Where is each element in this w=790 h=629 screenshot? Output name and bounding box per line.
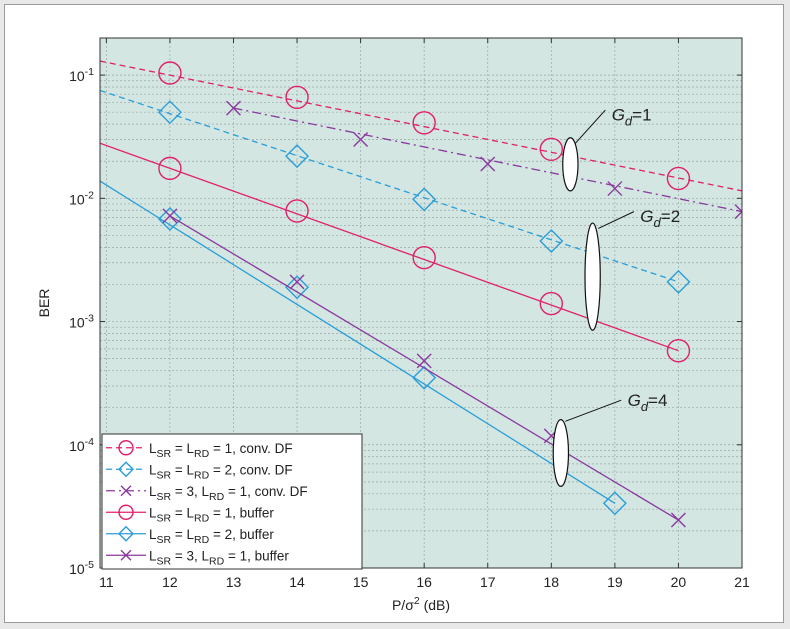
marker-circle: [285, 85, 309, 110]
annotation-gd: Gd=1: [562, 105, 652, 192]
x-tick-label: 17: [480, 574, 496, 590]
x-tick-label: 19: [607, 574, 623, 590]
marker-diamond: [118, 525, 134, 542]
x-tick-label: 18: [544, 574, 560, 590]
marker-x: [607, 181, 623, 197]
series-0: [100, 60, 742, 192]
marker-x: [120, 485, 132, 497]
legend-label: LSR = 3, LRD = 1, buffer: [149, 548, 289, 567]
marker-diamond: [539, 229, 564, 254]
legend: LSR = LRD = 1, conv. DF LSR = LRD = 2, co…: [101, 433, 363, 570]
marker-diamond: [285, 275, 310, 300]
x-tick-label: 13: [226, 574, 242, 590]
marker-circle: [412, 245, 436, 270]
series-1: [100, 89, 691, 294]
marker-circle: [412, 111, 436, 135]
y-tick-label: 10-3: [69, 313, 94, 331]
marker-x: [353, 132, 369, 148]
legend-entry: LSR = LRD = 1, buffer: [106, 504, 274, 524]
plot-border: [99, 37, 743, 569]
series-4: [100, 180, 627, 516]
series-line: [100, 180, 616, 504]
tick-marks: [100, 38, 743, 569]
marker-x: [734, 204, 742, 220]
series-line: [100, 89, 679, 283]
marker-x: [162, 208, 178, 224]
legend-box: [101, 433, 363, 570]
x-axis-title: P/σ2 (dB): [392, 595, 450, 613]
annotation-label: Gd=1: [612, 105, 652, 128]
annotation-ellipse: [552, 419, 570, 487]
x-tick-label: 11: [99, 574, 114, 590]
annotation-ellipse: [584, 222, 601, 331]
marker-diamond: [157, 100, 182, 125]
marker-diamond: [157, 206, 182, 231]
marker-circle: [285, 199, 309, 223]
annotation-label: Gd=4: [628, 391, 668, 414]
marker-circle: [158, 61, 182, 85]
marker-circle: [118, 504, 134, 520]
annotation-ellipse: [562, 137, 579, 192]
legend-entry: LSR = LRD = 1, conv. DF: [106, 440, 293, 460]
marker-x: [416, 353, 432, 369]
legend-label: LSR = LRD = 1, buffer: [149, 505, 274, 524]
y-tick-label: 10-1: [69, 66, 94, 84]
legend-entry: LSR = LRD = 2, buffer: [106, 525, 274, 546]
x-tick-label: 12: [162, 574, 178, 590]
annotation-leader: [598, 211, 635, 229]
marker-diamond: [666, 269, 691, 294]
series-3: [100, 142, 691, 363]
marker-diamond: [602, 491, 627, 516]
marker-circle: [539, 137, 564, 161]
series-line: [169, 215, 679, 521]
legend-entry: LSR = LRD = 2, conv. DF: [106, 461, 293, 481]
annotation-gd: Gd=2: [584, 207, 680, 331]
series-layer: [100, 60, 742, 528]
marker-circle: [666, 338, 691, 363]
marker-x: [670, 512, 686, 528]
marker-diamond: [118, 461, 134, 478]
annotation-leader: [575, 109, 606, 144]
series-line: [233, 107, 742, 213]
y-axis-title: BER: [36, 289, 52, 318]
figure-frame: 11 12 13 14 15 16 17 18 19 20 21 10-1 10-2 10-3 10-4 10…: [4, 4, 784, 623]
marker-x: [480, 156, 496, 172]
x-tick-label: 15: [353, 574, 369, 590]
series-2: [225, 100, 742, 220]
ber-chart: 11 12 13 14 15 16 17 18 19 20 21 10-1 10-2 10-3 10-4 10…: [36, 37, 750, 613]
marker-circle: [666, 166, 691, 191]
legend-entry: LSR = 3, LRD = 1, buffer: [106, 548, 289, 567]
legend-label: LSR = LRD = 2, buffer: [149, 527, 274, 546]
marker-circle: [158, 156, 182, 181]
y-tick-label: 10-4: [69, 436, 94, 454]
marker-diamond: [285, 144, 310, 169]
marker-diamond: [412, 365, 437, 390]
marker-x: [225, 100, 241, 116]
legend-label: LSR = LRD = 2, conv. DF: [149, 462, 293, 481]
annotation-gd: Gd=4: [552, 391, 668, 487]
marker-x: [120, 549, 132, 561]
marker-circle: [539, 291, 564, 316]
x-tick-label: 16: [416, 574, 432, 590]
annotation-leader: [565, 399, 622, 422]
series-line: [100, 60, 742, 192]
annotation-label: Gd=2: [640, 207, 680, 230]
y-tick-label: 10-5: [69, 559, 94, 577]
x-tick-label: 14: [289, 574, 305, 590]
y-tick-label: 10-2: [69, 189, 94, 207]
marker-circle: [118, 440, 134, 456]
series-5: [162, 208, 686, 528]
x-tick-label: 20: [671, 574, 687, 590]
x-tick-label: 21: [734, 574, 750, 590]
marker-diamond: [412, 187, 437, 212]
legend-label: LSR = 3, LRD = 1, conv. DF: [149, 484, 308, 503]
marker-x: [289, 274, 305, 290]
series-line: [100, 142, 679, 352]
legend-label: LSR = LRD = 1, conv. DF: [149, 441, 293, 460]
legend-entry: LSR = 3, LRD = 1, conv. DF: [106, 484, 308, 503]
